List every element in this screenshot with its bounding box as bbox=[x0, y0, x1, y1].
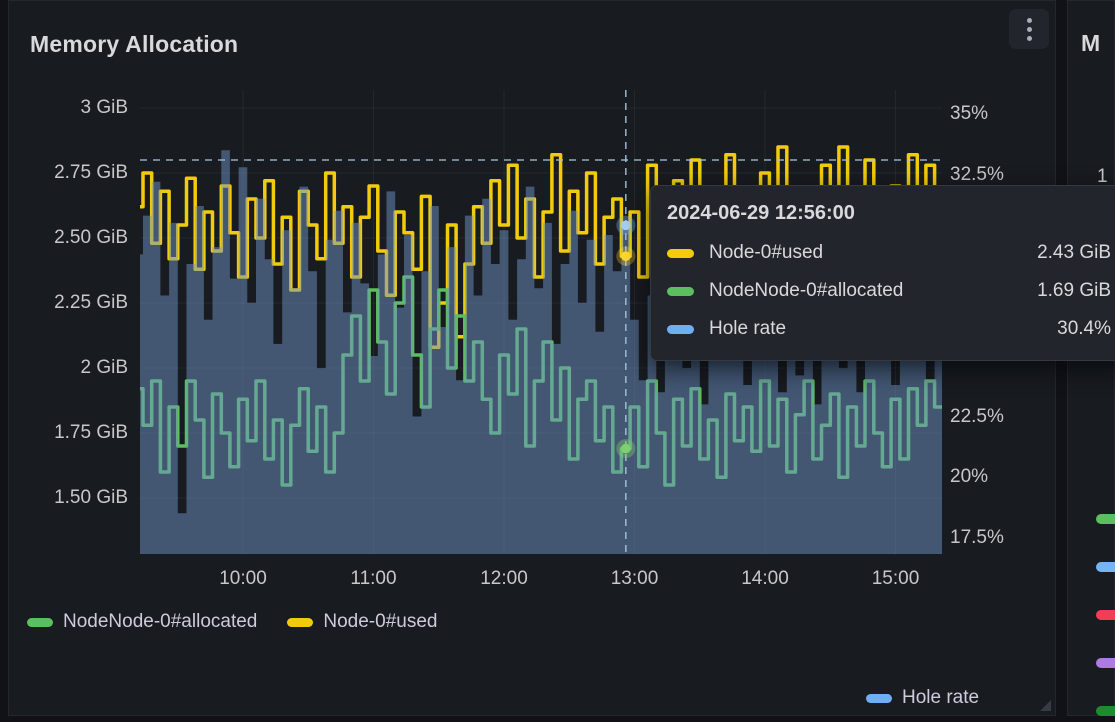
tooltip-row: Node-0#used 2.43 GiB bbox=[667, 234, 1111, 272]
next-panel-legend-swatch[interactable] bbox=[1096, 514, 1115, 524]
tooltip-series-value: 1.69 GiB bbox=[1037, 280, 1111, 301]
tooltip-series-label: Node-0#used bbox=[709, 242, 824, 263]
tooltip-series-label: Hole rate bbox=[709, 318, 787, 339]
legend-item-hole-rate[interactable]: Hole rate bbox=[866, 687, 979, 709]
panel-title: Memory Allocation bbox=[30, 31, 239, 58]
panel-resize-handle[interactable] bbox=[1040, 700, 1051, 711]
right-axis-tick-label: 32.5% bbox=[950, 163, 1004, 185]
next-panel-axis-label-partial: 1 bbox=[1097, 166, 1108, 187]
right-axis-tick-label: 35% bbox=[950, 103, 989, 124]
legend-swatch-hole-rate bbox=[866, 693, 892, 703]
left-axis-tick-label: 1.50 GiB bbox=[54, 487, 128, 508]
x-axis-tick-label: 10:00 bbox=[219, 568, 267, 589]
left-axis-tick-label: 2 GiB bbox=[80, 357, 128, 378]
right-axis-tick-label: 17.5% bbox=[950, 526, 1004, 548]
tooltip-row: NodeNode-0#allocated 1.69 GiB bbox=[667, 272, 1111, 310]
legend: NodeNode-0#allocated Node-0#used bbox=[27, 611, 437, 633]
panel-menu-button[interactable] bbox=[1009, 9, 1049, 49]
legend-item[interactable]: NodeNode-0#allocated bbox=[27, 611, 257, 633]
left-axis-tick-label: 3 GiB bbox=[80, 97, 128, 118]
legend-item[interactable]: Node-0#used bbox=[287, 611, 437, 633]
tooltip-series-swatch bbox=[667, 248, 694, 258]
x-axis-tick-label: 13:00 bbox=[610, 568, 659, 589]
tooltip-series-value: 30.4% bbox=[1057, 318, 1111, 339]
tooltip-series-swatch bbox=[667, 324, 694, 334]
tooltip-row: Hole rate 30.4% bbox=[667, 310, 1111, 348]
tooltip-series-value: 2.43 GiB bbox=[1037, 242, 1111, 263]
x-axis-tick-label: 12:00 bbox=[480, 568, 528, 589]
next-panel-legend-swatch[interactable] bbox=[1096, 562, 1115, 572]
tooltip-series-swatch bbox=[667, 286, 694, 296]
next-panel-legend-swatch[interactable] bbox=[1096, 706, 1115, 716]
hover-point-allocated bbox=[621, 443, 631, 454]
legend-label-hole-rate: Hole rate bbox=[902, 687, 980, 708]
hover-point-used bbox=[621, 251, 631, 261]
legend-label: Node-0#used bbox=[323, 611, 438, 632]
tooltip-series-label: NodeNode-0#allocated bbox=[709, 280, 904, 301]
next-panel-legend-swatch[interactable] bbox=[1096, 658, 1115, 668]
right-axis-tick-label: 22.5% bbox=[950, 405, 1004, 427]
kebab-icon bbox=[1026, 35, 1032, 41]
left-axis-tick-label: 2.50 GiB bbox=[54, 227, 128, 248]
left-axis-tick-label: 2.75 GiB bbox=[54, 162, 128, 183]
legend-swatch bbox=[287, 617, 314, 627]
left-axis-tick-label: 2.25 GiB bbox=[54, 292, 128, 313]
kebab-icon bbox=[1026, 26, 1032, 32]
legend-label: NodeNode-0#allocated bbox=[63, 611, 258, 632]
x-axis-tick-label: 14:00 bbox=[741, 568, 789, 589]
next-panel-legend-swatch[interactable] bbox=[1096, 610, 1115, 620]
next-panel-title: M bbox=[1081, 30, 1101, 57]
legend-swatch bbox=[27, 617, 53, 627]
x-axis-tick-label: 11:00 bbox=[350, 568, 397, 589]
right-axis-tick-label: 20% bbox=[950, 466, 989, 487]
kebab-icon bbox=[1026, 17, 1032, 23]
chart-tooltip: 2024-06-29 12:56:00 Node-0#used 2.43 GiB N… bbox=[650, 185, 1115, 361]
x-axis-tick-label: 15:00 bbox=[871, 568, 920, 589]
tooltip-timestamp: 2024-06-29 12:56:00 bbox=[667, 202, 855, 224]
left-axis-tick-label: 1.75 GiB bbox=[54, 422, 128, 443]
series-hole-rate-area bbox=[140, 150, 942, 554]
hover-point-hole-rate bbox=[621, 220, 631, 231]
